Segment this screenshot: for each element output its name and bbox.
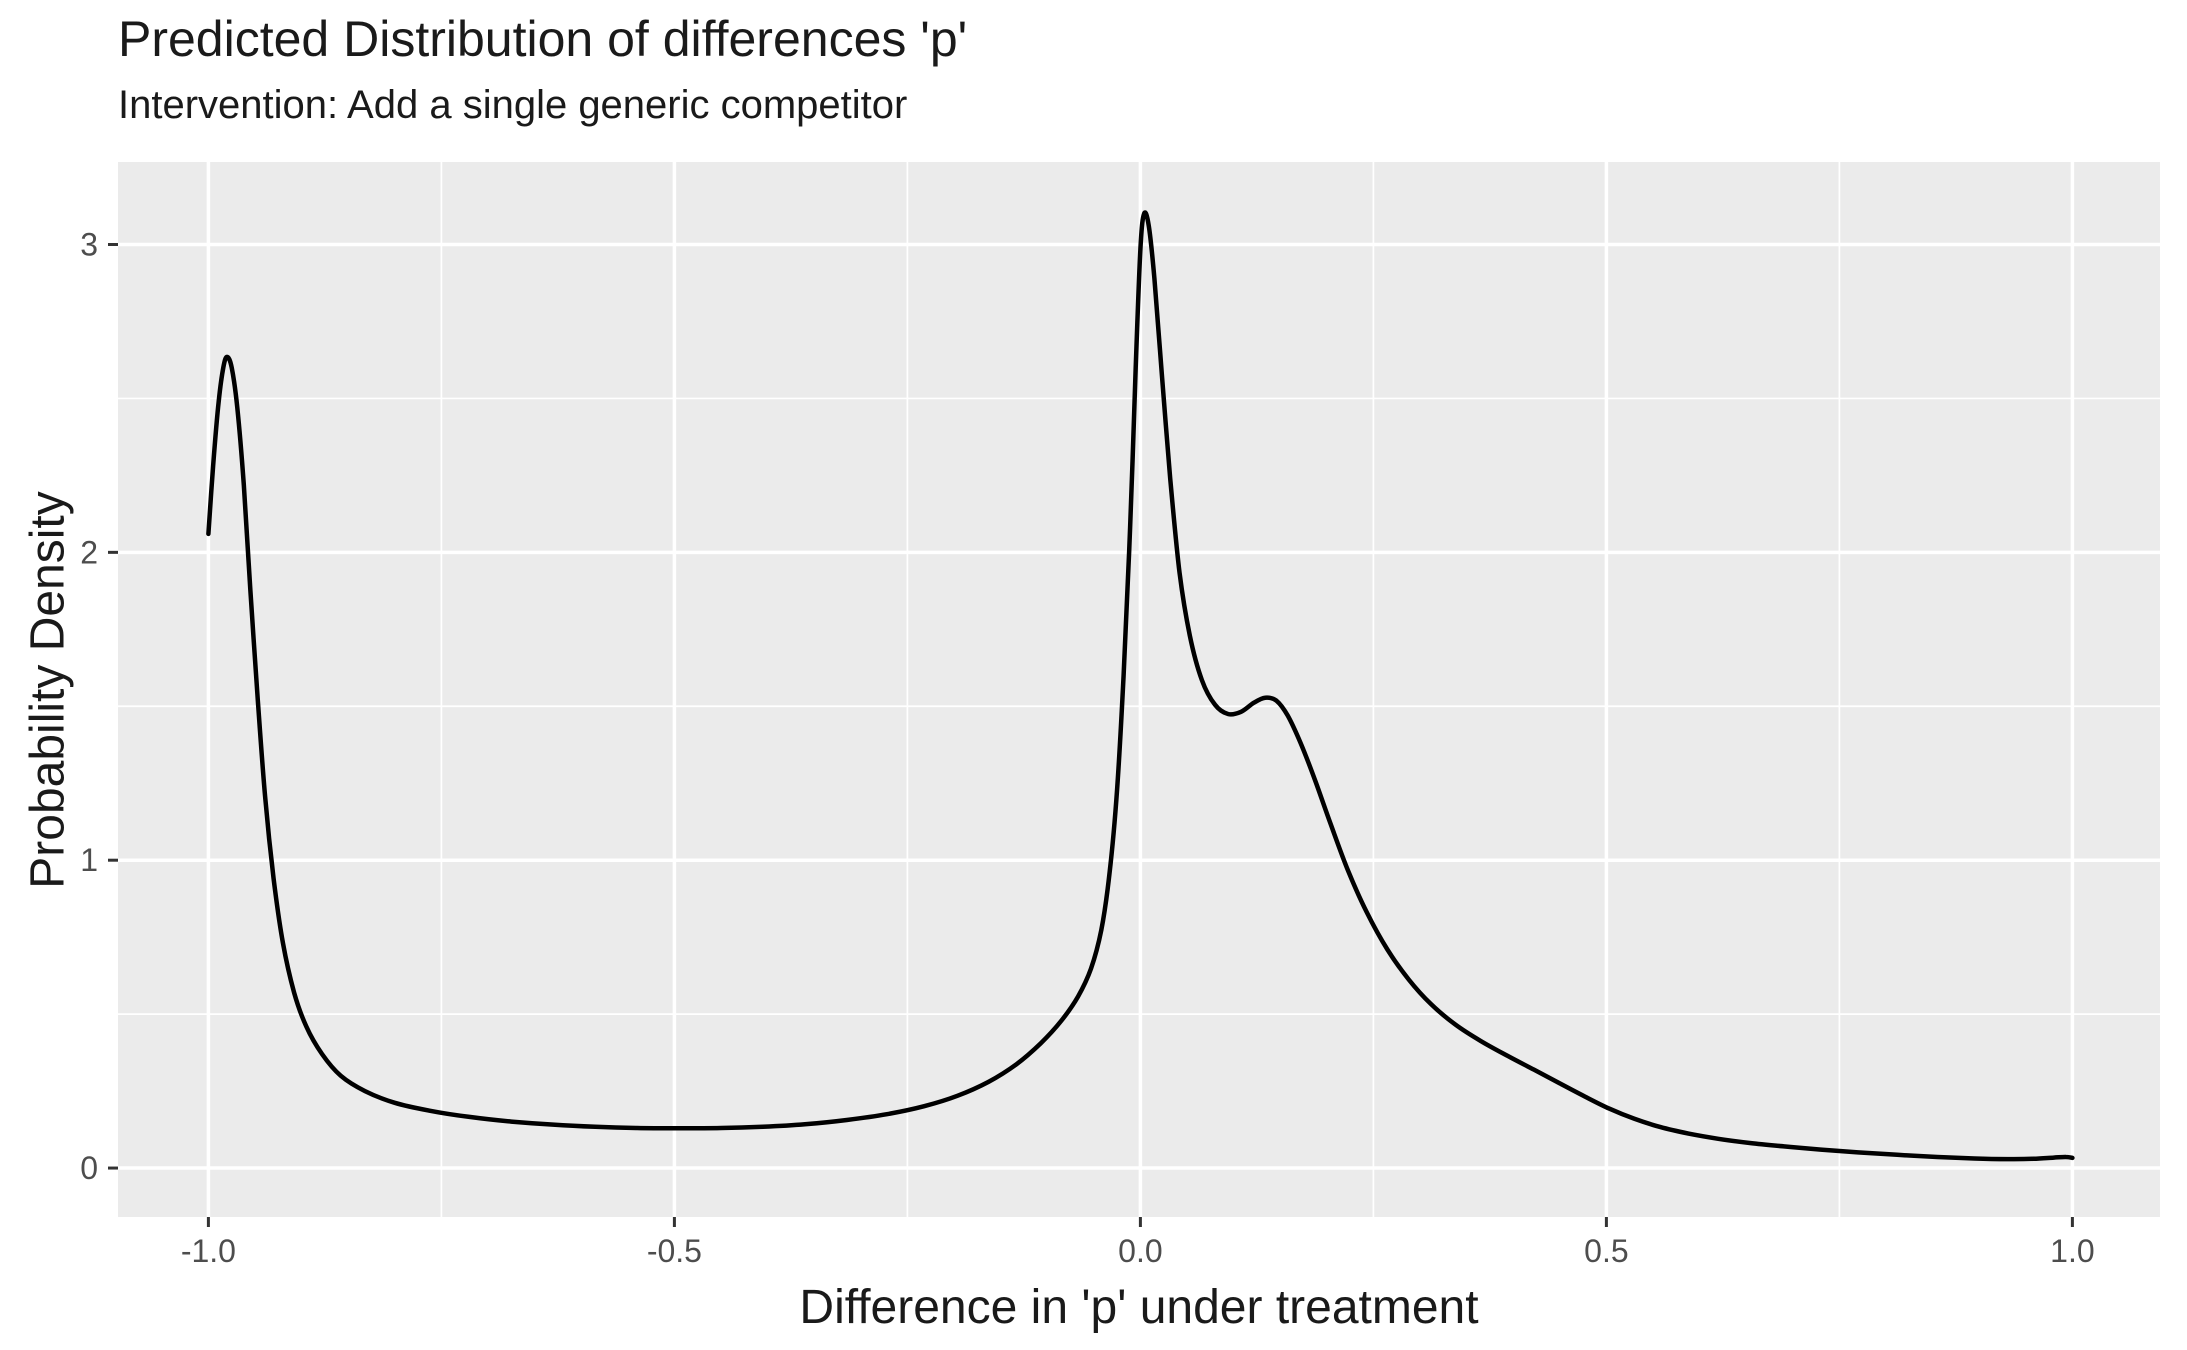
chart-title: Predicted Distribution of differences 'p…	[118, 11, 968, 67]
y-tick-label: 2	[80, 534, 98, 570]
x-tick-label: 0.5	[1584, 1233, 1628, 1269]
x-tick-label: -1.0	[181, 1233, 236, 1269]
chart-subtitle: Intervention: Add a single generic compe…	[118, 83, 908, 127]
density-curve	[206, 210, 2075, 1162]
y-tick-label: 1	[80, 842, 98, 878]
x-tick-label: 1.0	[2050, 1233, 2094, 1269]
y-tick-label: 0	[80, 1150, 98, 1186]
x-tick-label: 0.0	[1118, 1233, 1162, 1269]
y-tick-label: 3	[80, 227, 98, 263]
x-tick-label: -0.5	[647, 1233, 702, 1269]
y-axis-title: Probability Density	[21, 491, 75, 889]
x-axis-title: Difference in 'p' under treatment	[799, 1281, 1479, 1334]
